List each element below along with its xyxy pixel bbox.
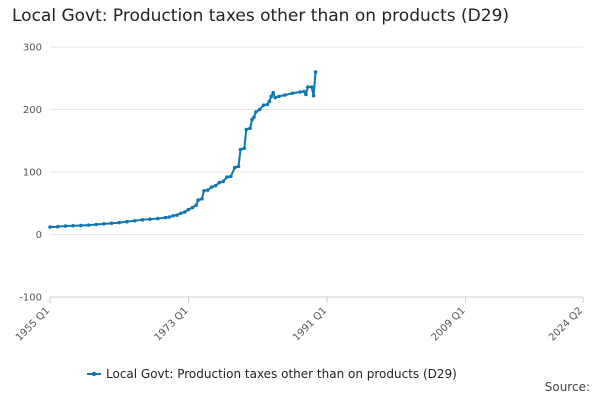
data-point (277, 94, 281, 99)
legend-label[interactable]: Local Govt: Production taxes other than … (106, 367, 457, 381)
data-point (196, 198, 200, 202)
data-point (244, 127, 249, 132)
grid-lines (50, 46, 583, 298)
data-point (163, 215, 168, 220)
data-point (78, 223, 83, 228)
chart-title: Local Govt: Production taxes other than … (12, 6, 510, 26)
data-point (269, 94, 274, 99)
source-label: Source: (544, 380, 590, 394)
x-tick-label: 1991 Q1 (291, 305, 329, 343)
data-point (132, 218, 137, 223)
data-point (250, 117, 254, 122)
x-tick-label: 2024 Q2 (547, 305, 585, 343)
data-point (167, 215, 172, 219)
data-point (140, 218, 145, 222)
y-tick-label: 100 (23, 168, 42, 179)
data-point (148, 217, 152, 221)
data-point (71, 223, 75, 228)
data-point (186, 207, 191, 212)
data-point (194, 203, 199, 207)
data-point (313, 70, 318, 74)
data-point (298, 90, 302, 94)
data-point (236, 164, 241, 169)
data-point (63, 224, 68, 228)
axes: -100 0 100 200 300 1955 Q1 1973 Q1 1991 Q1 2009 … (14, 43, 585, 344)
data-point (261, 103, 266, 107)
series-line (49, 71, 317, 228)
data-point (200, 197, 204, 201)
data-point (302, 89, 306, 94)
data-point (182, 210, 187, 214)
data-point (248, 126, 252, 131)
y-tick-label: 200 (23, 105, 42, 116)
data-point (190, 205, 195, 210)
data-point (55, 224, 60, 229)
data-point (102, 222, 106, 226)
data-point (213, 183, 218, 188)
y-tick-label: 300 (23, 43, 42, 54)
data-point (271, 90, 276, 95)
data-point (175, 213, 179, 217)
data-point (48, 225, 52, 229)
x-tick-label: 1973 Q1 (153, 305, 191, 343)
data-point (254, 110, 258, 114)
data-point (265, 102, 270, 107)
data-point (109, 221, 114, 226)
data-point (238, 147, 243, 152)
data-point (232, 165, 237, 170)
data-point (179, 211, 183, 216)
data-point (304, 92, 308, 97)
legend-marker (91, 371, 97, 377)
data-point (202, 188, 206, 193)
data-point (117, 220, 122, 225)
y-tick-label: -100 (19, 293, 42, 304)
data-point (267, 99, 272, 104)
data-point (225, 175, 229, 179)
data-point (217, 180, 222, 185)
data-point (290, 91, 295, 96)
data-point (209, 185, 214, 189)
legend: Local Govt: Production taxes other than … (87, 367, 457, 381)
data-point (155, 216, 160, 221)
data-point (252, 115, 256, 119)
data-point (94, 222, 98, 227)
x-tick-label: 1955 Q1 (14, 305, 52, 343)
data-point (229, 174, 233, 179)
data-point (205, 188, 210, 192)
data-point (221, 179, 225, 184)
data-point (171, 213, 175, 218)
series-layer (48, 70, 318, 229)
data-point (242, 146, 247, 151)
data-point (309, 85, 314, 89)
data-point (282, 93, 287, 97)
data-point (125, 219, 129, 224)
data-point (86, 223, 91, 227)
data-point (311, 93, 316, 98)
y-tick-label: 0 (36, 230, 42, 241)
x-tick-label: 2009 Q1 (430, 305, 468, 343)
data-point (273, 95, 277, 100)
data-point (306, 85, 310, 89)
data-point (257, 107, 262, 112)
